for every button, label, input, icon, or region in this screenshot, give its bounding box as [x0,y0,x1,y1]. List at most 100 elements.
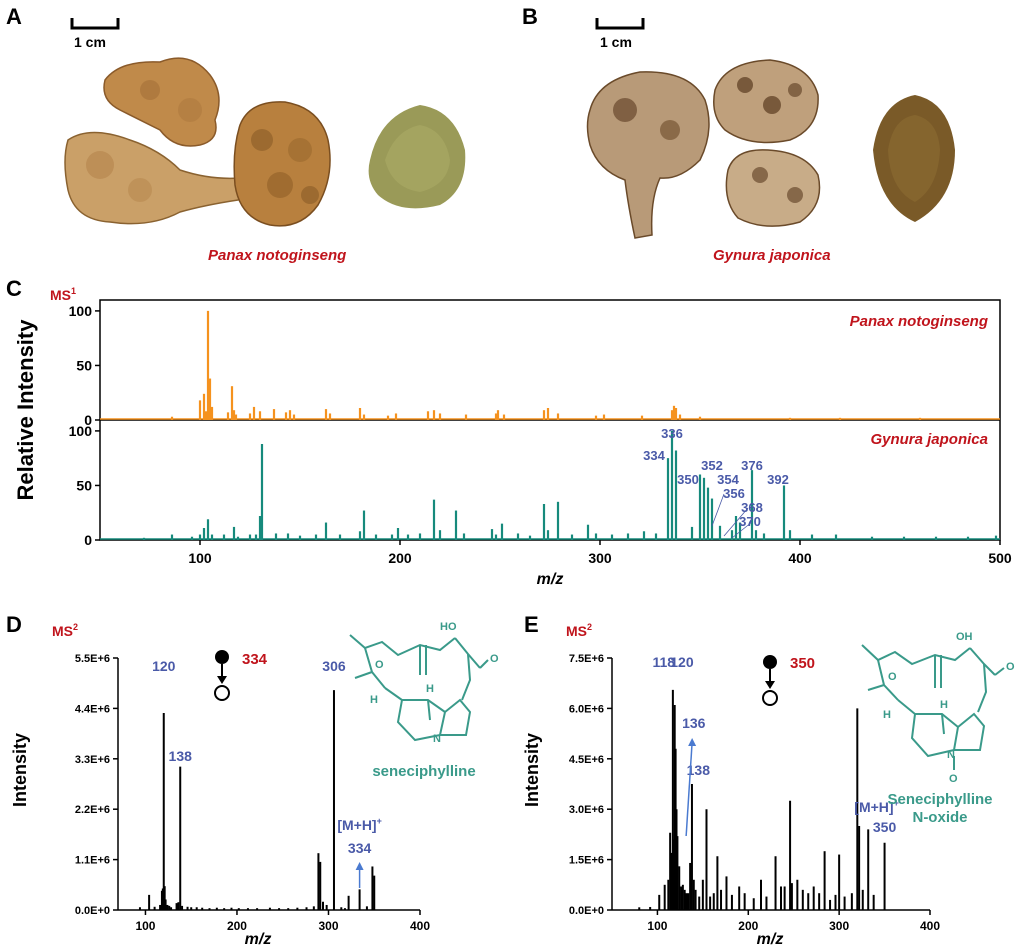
panel-letter-d: D [6,612,22,637]
d-compound-name: seneciphylline [372,763,475,780]
c-panax-series [100,310,1000,420]
panel-letter-c: C [6,276,22,301]
e-struct-n: N [947,749,955,761]
d-precursor-mz: 334 [242,651,268,668]
e-ytick-label: 6.0E+6 [569,703,604,715]
d-ytick-label: 2.2E+6 [75,804,110,816]
scale-label-b: 1 cm [600,34,632,50]
e-y-axis: 0.0E+0 1.5E+6 3.0E+6 4.5E+6 6.0E+6 7.5E+6 [569,653,612,917]
d-struct-o2: O [490,653,499,665]
d-xtick-label: 400 [410,919,430,933]
c-leader-line [711,493,725,527]
c-x-axis: 100 200 300 400 500 [188,540,1012,566]
e-spectrum [638,689,886,910]
e-peak-label: 120 [670,654,694,670]
root-photo-b1 [586,71,710,239]
c-peak-label: 370 [739,514,761,529]
d-arrow-head [355,862,364,870]
c-peak-label: 376 [741,458,763,473]
c-gynura-series [100,430,1000,540]
panel-a: A 1 cm Panax notoginseng [6,4,466,264]
e-xtick-label: 100 [647,919,667,933]
ms1-label: MS1 [50,286,76,303]
c-peak-label: 368 [741,500,763,515]
root-photo-a1 [103,57,220,147]
e-ytick-label: 7.5E+6 [569,653,604,665]
e-precursor-mz: 350 [790,655,815,672]
e-xlabel: m/z [757,931,784,948]
e-peak-label: 138 [687,762,711,778]
e-ylabel: Intensity [522,733,542,807]
e-compound-name-line2: N-oxide [912,809,967,826]
c-peak-label: 392 [767,472,789,487]
c-xlabel: m/z [537,571,564,588]
c-xtick-label: 500 [988,550,1012,566]
c-ytick-label: 0 [84,532,92,548]
c-series-label-gynura: Gynura japonica [870,431,988,448]
root-photo-a3 [233,101,331,227]
d-peak-label: 306 [322,658,346,674]
d-peak-annotations: 120 138 306 [M+H]+ 334 [152,658,382,888]
species-label-a: Panax notoginseng [208,247,346,264]
e-arrow-head [688,738,697,746]
d-struct-h1: H [370,694,378,706]
e-compound-name-line1: Seneciphylline [887,791,992,808]
e-xtick-label: 400 [920,919,940,933]
c-ytick-label: 50 [76,477,92,493]
e-struct-h1: H [883,709,891,721]
d-peak-label: 334 [348,840,372,856]
ms2-label-e: MS2 [566,622,592,639]
c-peak-label: 334 [643,448,665,463]
e-struct-h2: H [940,699,948,711]
e-ytick-label: 0.0E+0 [569,905,604,917]
d-xtick-label: 300 [318,919,338,933]
d-spectrum [138,690,376,910]
c-leader-line [731,521,753,539]
d-ylabel: Intensity [10,733,30,807]
d-ytick-label: 3.3E+6 [75,754,110,766]
e-peak-label: 118 [652,654,675,670]
d-xtick-label: 200 [227,919,247,933]
e-xtick-label: 200 [738,919,758,933]
c-ytick-label: 0 [84,412,92,428]
d-struct-n: N [433,733,441,745]
d-ytick-label: 1.1E+6 [75,855,110,867]
d-ytick-label: 4.4E+6 [75,703,110,715]
e-peak-label: 350 [873,819,897,835]
c-ylabel: Relative Intensity [13,319,38,501]
species-label-b: Gynura japonica [713,247,831,264]
c-ytick-label: 100 [69,303,93,319]
e-ytick-label: 4.5E+6 [569,754,604,766]
d-seneciphylline-structure [349,634,489,742]
d-xtick-label: 100 [135,919,155,933]
root-photo-a2 [64,131,246,225]
e-ytick-label: 1.5E+6 [569,855,604,867]
panel-letter-b: B [522,4,538,29]
c-ytick-label: 50 [76,357,92,373]
c-ytick-label: 100 [69,423,93,439]
panel-d: D MS2 Intensity 0.0E+0 1.1E+6 2.2E+6 3.3E+6… [6,612,499,948]
e-fragmentation-symbol [762,655,778,706]
d-ytick-label: 5.5E+6 [75,653,110,665]
e-struct-oh: OH [956,631,973,643]
d-xlabel: m/z [245,931,272,948]
d-fragmentation-symbol [214,650,230,701]
scale-bar-a [70,18,120,30]
e-x-axis: 100 200 300 400 [647,910,940,933]
c-leader-line [723,507,749,537]
d-ytick-label: 0.0E+0 [75,905,110,917]
c-xtick-label: 100 [188,550,212,566]
c-peak-label: 356 [723,486,745,501]
d-struct-ho: HO [440,621,457,633]
c-peak-label: 352 [701,458,723,473]
panel-b: B 1 cm Gynura japonica [522,4,955,264]
c-peak-label: 350 [677,472,699,487]
panel-e: E MS2 Intensity 0.0E+0 1.5E+6 3.0E+6 4.5E+6… [522,612,1015,948]
d-struct-h2: H [426,683,434,695]
d-x-axis: 100 200 300 400 [135,910,430,933]
